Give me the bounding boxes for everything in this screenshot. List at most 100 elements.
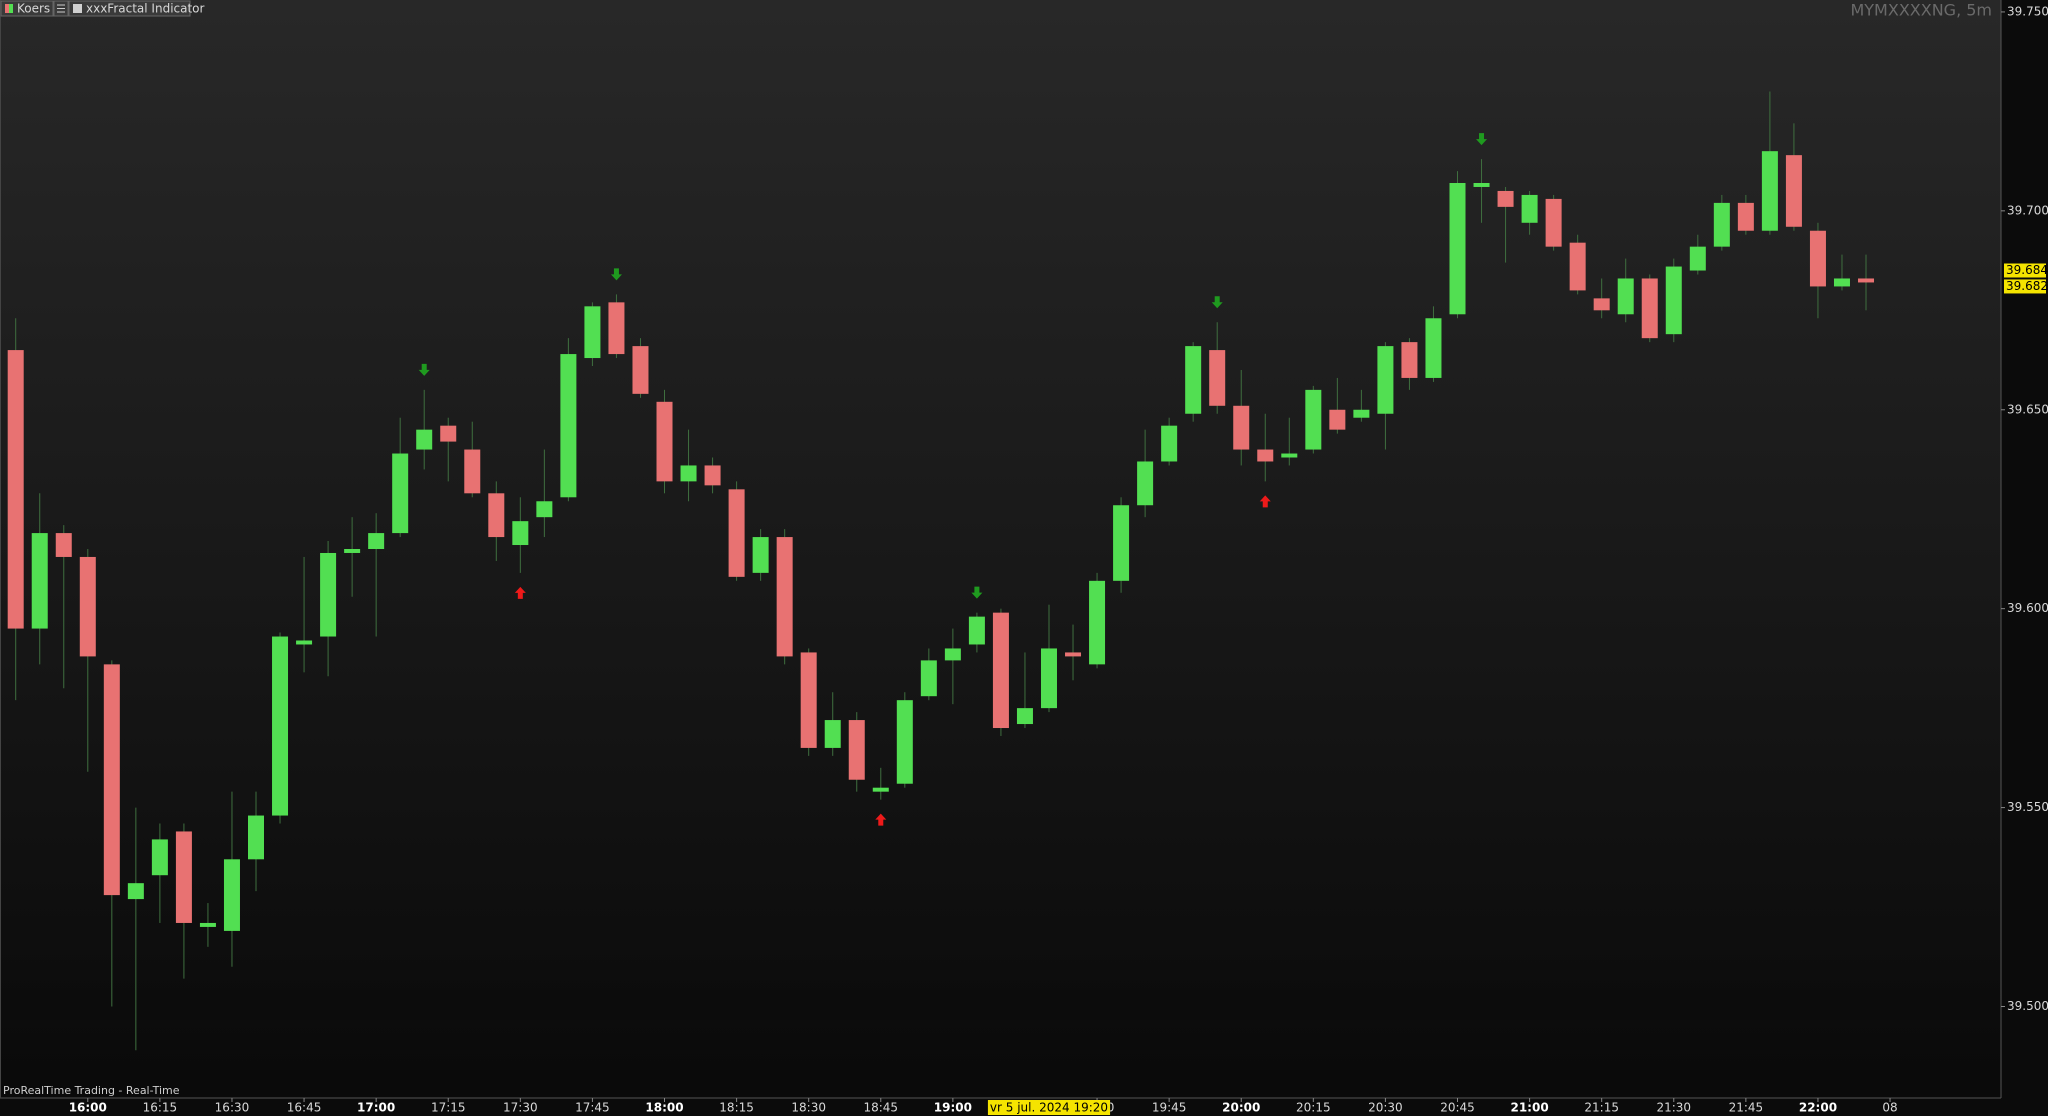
candle-body <box>1473 183 1490 187</box>
x-tick-label: 19:45 <box>1152 1101 1187 1115</box>
candle-body <box>440 425 457 442</box>
candle-body <box>1737 202 1754 231</box>
price-label: 39.682 <box>2006 279 2048 293</box>
candle-body <box>175 831 192 923</box>
candle-body <box>1641 278 1658 339</box>
candle-body <box>344 549 361 553</box>
candle-body <box>464 449 481 494</box>
candle-body <box>560 354 577 498</box>
candle-body <box>800 652 817 748</box>
candle-body <box>1305 389 1322 450</box>
candle-body <box>848 720 865 780</box>
candle-body <box>1569 242 1586 291</box>
candle-body <box>79 556 96 657</box>
candle-body <box>1065 652 1082 657</box>
candle-body <box>680 465 697 482</box>
y-tick-label: 39.600 <box>2007 601 2048 615</box>
x-tick-label: 19:00 <box>934 1101 972 1115</box>
legend-icon <box>9 4 13 13</box>
candle-body <box>1185 346 1202 414</box>
candle-body <box>776 537 793 657</box>
candle-body <box>1209 350 1226 406</box>
candle-body <box>824 720 841 748</box>
candle-body <box>1329 409 1346 430</box>
candle-body <box>488 493 505 538</box>
candle-body <box>608 302 625 355</box>
fractal-high-arrow <box>1211 296 1223 309</box>
fractal-low-arrow <box>1259 495 1271 508</box>
fractal-high-arrow <box>1476 133 1488 146</box>
x-tick-label: 18:00 <box>645 1101 683 1115</box>
candle-body <box>632 346 649 394</box>
candle-body <box>728 489 745 577</box>
legend: Koers xxxFractal Indicator <box>0 0 205 17</box>
candle-body <box>1833 278 1850 287</box>
candle-body <box>392 453 409 534</box>
candle-body <box>1257 449 1274 462</box>
candle-body <box>1233 405 1250 450</box>
candle-body <box>584 306 601 359</box>
x-tick-label: 16:00 <box>69 1101 107 1115</box>
cursor-label: vr 5 jul. 2024 19:20 <box>990 1101 1108 1115</box>
legend-box <box>68 0 191 17</box>
candle-body <box>1449 183 1466 315</box>
legend-icon <box>5 4 9 13</box>
candle-body <box>920 660 937 697</box>
x-tick-label: 17:30 <box>503 1101 538 1115</box>
legend-icon <box>73 4 82 13</box>
x-tick-label: 20:00 <box>1222 1101 1260 1115</box>
candle-body <box>223 859 240 931</box>
x-tick-label: 17:00 <box>357 1101 395 1115</box>
y-tick-label: 39.700 <box>2007 203 2048 217</box>
x-tick-label: 21:30 <box>1656 1101 1691 1115</box>
fractal-high-arrow <box>418 363 430 376</box>
candle-body <box>416 429 433 450</box>
x-tick-label: 17:15 <box>431 1101 466 1115</box>
candle-body <box>272 636 289 816</box>
candle-body <box>1425 318 1442 378</box>
fractal-low-arrow <box>875 813 887 826</box>
x-tick-label: 21:15 <box>1584 1101 1619 1115</box>
candle-body <box>1137 461 1154 506</box>
candle-body <box>1785 155 1802 227</box>
candle-body <box>992 612 1009 729</box>
candle-body <box>872 787 889 792</box>
candle-body <box>944 648 961 661</box>
x-tick-label: 08 <box>1882 1101 1897 1115</box>
candle-body <box>1113 505 1130 581</box>
x-tick-label: 16:30 <box>215 1101 250 1115</box>
price-label-bg <box>2004 279 2046 294</box>
candle-body <box>1281 453 1298 458</box>
candle-body <box>7 350 24 629</box>
candle-body <box>1545 198 1562 247</box>
candle-body <box>55 533 72 557</box>
candle-body <box>1665 266 1682 335</box>
y-tick-label: 39.500 <box>2007 999 2048 1013</box>
candle-body <box>1521 194 1538 223</box>
x-tick-label: 20:45 <box>1440 1101 1475 1115</box>
footer: ProRealTime Trading - Real-Time <box>3 1084 180 1097</box>
candle-body <box>1161 425 1178 462</box>
candle-body <box>536 501 553 518</box>
candle-body <box>127 883 144 900</box>
x-tick-label: 17:45 <box>575 1101 610 1115</box>
x-tick-label: 18:45 <box>863 1101 898 1115</box>
candle-body <box>1858 278 1875 283</box>
candle-body <box>512 521 529 546</box>
y-tick-label: 39.650 <box>2007 402 2048 416</box>
candle-body <box>1377 346 1394 414</box>
candle-body <box>752 537 769 573</box>
x-tick-label: 20:30 <box>1368 1101 1403 1115</box>
candle-body <box>1689 246 1706 271</box>
candle-body <box>1040 648 1057 709</box>
candle-body <box>1016 708 1033 725</box>
candle-body <box>1353 409 1370 418</box>
candle-body <box>896 700 913 784</box>
candle-body <box>31 533 48 629</box>
candle-body <box>1761 151 1778 231</box>
candle-body <box>103 664 120 896</box>
fractal-high-arrow <box>971 586 983 599</box>
